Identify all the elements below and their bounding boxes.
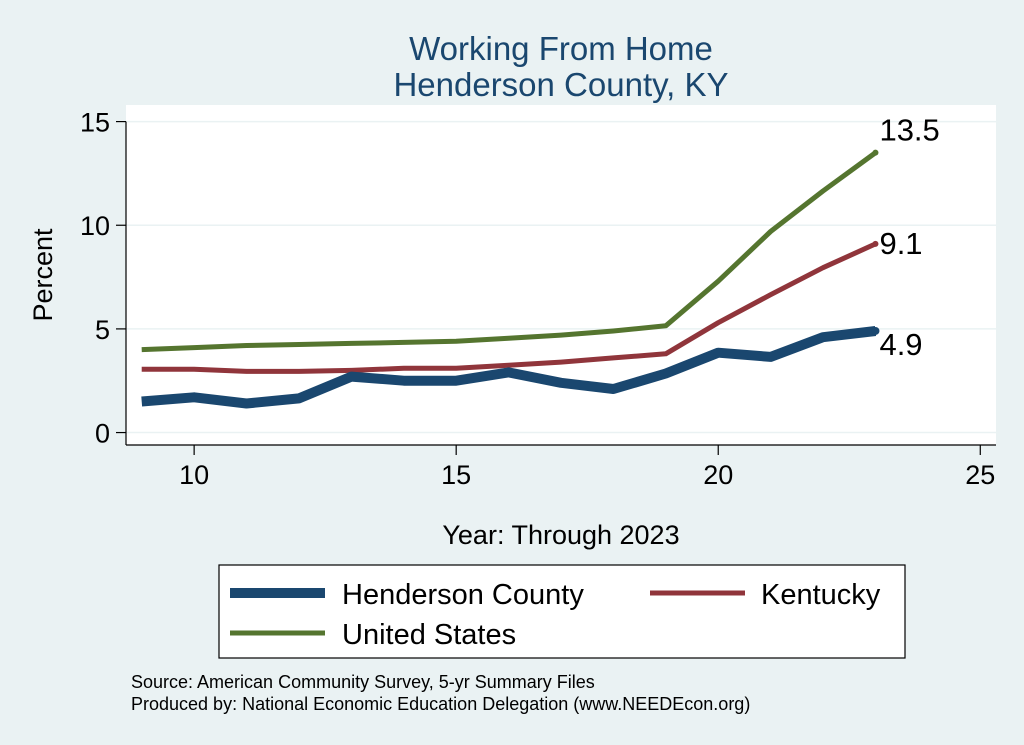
x-tick-label-20: 20 xyxy=(703,460,733,490)
end-marker-kentucky xyxy=(872,240,879,247)
series-line-henderson-county xyxy=(141,326,877,409)
y-tick-label-10: 10 xyxy=(80,211,110,241)
x-tick-label-25: 25 xyxy=(965,460,995,490)
series-line-united-states xyxy=(141,150,877,353)
x-tick-label-15: 15 xyxy=(441,460,471,490)
y-tick-label-5: 5 xyxy=(95,315,110,345)
x-tick-label-10: 10 xyxy=(179,460,209,490)
series xyxy=(141,149,880,409)
producer-note: Produced by: National Economic Education… xyxy=(131,694,750,714)
end-label-kentucky: 9.1 xyxy=(879,226,922,261)
y-tick-label-15: 15 xyxy=(80,108,110,138)
source-note: Source: American Community Survey, 5-yr … xyxy=(131,672,595,692)
end-marker-henderson-county xyxy=(871,326,880,335)
x-axis-label: Year: Through 2023 xyxy=(442,520,679,550)
legend-label-henderson-county: Henderson County xyxy=(342,579,584,611)
chart-title-line-2: Henderson County, KY xyxy=(393,66,728,103)
chart-title-line-1: Working From Home xyxy=(409,30,713,67)
legend: Henderson County Kentucky United States xyxy=(218,564,906,659)
axes: 0 5 10 15 10 15 20 25 xyxy=(80,108,996,490)
series-line-kentucky xyxy=(141,241,877,374)
legend-box xyxy=(218,564,906,659)
y-axis-label: Percent xyxy=(28,228,58,322)
legend-label-kentucky: Kentucky xyxy=(761,579,881,611)
end-labels: 4.9 9.1 13.5 xyxy=(879,113,939,362)
end-marker-united-states xyxy=(872,149,879,156)
legend-label-united-states: United States xyxy=(342,619,516,651)
end-label-henderson-county: 4.9 xyxy=(879,327,922,362)
plot-background xyxy=(126,105,996,445)
end-label-united-states: 13.5 xyxy=(879,113,939,148)
y-tick-label-0: 0 xyxy=(95,419,110,449)
